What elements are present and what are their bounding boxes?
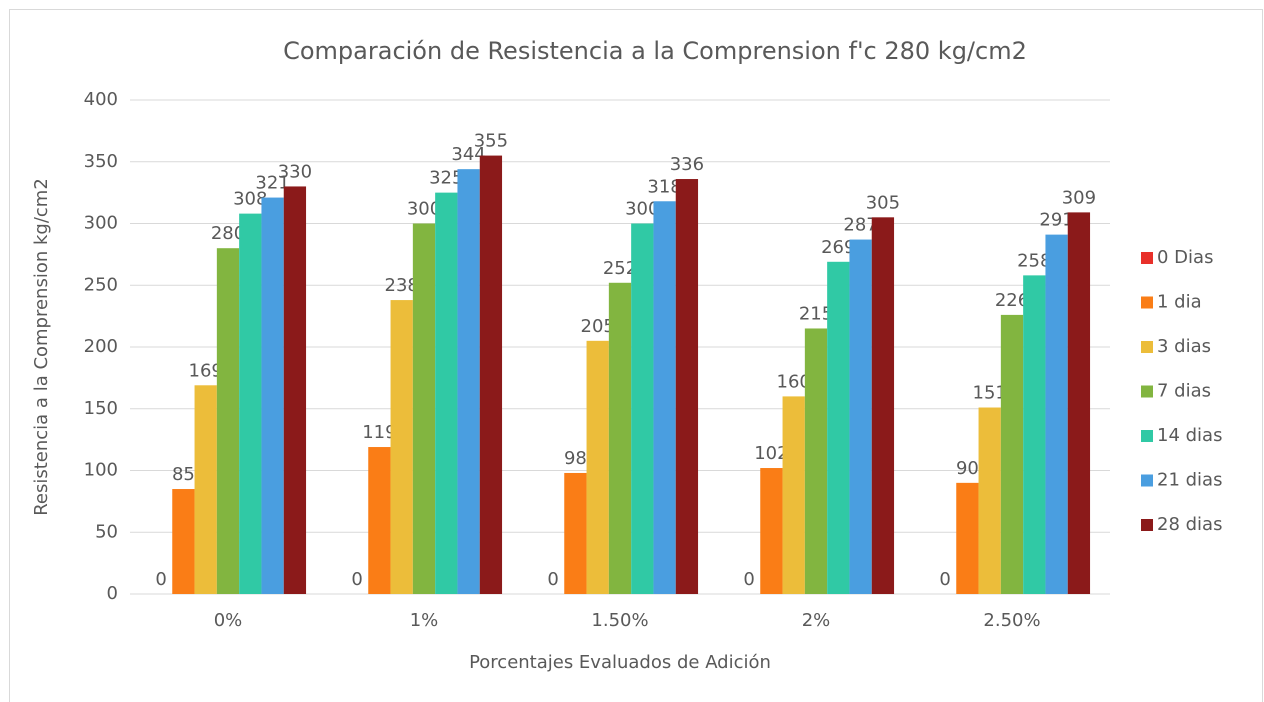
data-label: 318 xyxy=(647,176,681,197)
legend-label: 3 dias xyxy=(1157,336,1211,357)
x-tick-label: 2% xyxy=(802,610,831,631)
data-label: 0 xyxy=(351,569,362,590)
y-axis-title: Resistencia a la Comprension kg/cm2 xyxy=(31,178,52,516)
data-label: 169 xyxy=(189,360,223,381)
data-label: 305 xyxy=(866,192,900,213)
bar xyxy=(261,197,284,594)
legend-swatch xyxy=(1141,252,1153,264)
y-tick-label: 350 xyxy=(84,151,118,172)
legend-label: 0 Dias xyxy=(1157,247,1213,268)
data-label: 321 xyxy=(255,173,289,194)
data-label: 0 xyxy=(547,569,558,590)
y-tick-label: 100 xyxy=(84,460,118,481)
bar xyxy=(956,482,979,594)
data-label: 151 xyxy=(973,383,1007,404)
bar xyxy=(194,385,217,594)
bar xyxy=(827,261,850,594)
bar xyxy=(239,213,262,594)
data-label: 344 xyxy=(451,144,485,165)
data-label: 336 xyxy=(670,154,704,175)
data-label: 355 xyxy=(474,131,508,152)
data-label: 325 xyxy=(429,168,463,189)
bar xyxy=(608,282,632,594)
y-tick-label: 250 xyxy=(84,274,118,295)
data-label: 258 xyxy=(1017,250,1051,271)
data-label: 291 xyxy=(1039,210,1073,231)
data-label: 287 xyxy=(843,215,877,236)
data-label: 300 xyxy=(625,199,659,220)
data-label: 300 xyxy=(407,199,441,220)
bar xyxy=(1023,275,1046,594)
y-tick-label: 300 xyxy=(84,213,118,234)
data-label: 238 xyxy=(385,275,419,296)
data-label: 252 xyxy=(603,258,637,279)
legend-label: 1 dia xyxy=(1157,292,1202,313)
data-label: 309 xyxy=(1062,187,1096,208)
x-tick-label: 0% xyxy=(214,610,243,631)
bar xyxy=(871,217,895,594)
data-label: 98 xyxy=(564,448,587,469)
legend-label: 21 dias xyxy=(1157,470,1222,491)
y-tick-label: 150 xyxy=(84,398,118,419)
bar xyxy=(412,223,436,594)
data-label: 330 xyxy=(278,161,312,182)
data-label: 215 xyxy=(799,303,833,324)
bar xyxy=(804,328,828,594)
legend-swatch xyxy=(1141,341,1153,353)
legend-swatch xyxy=(1141,430,1153,442)
bar xyxy=(390,300,413,594)
x-axis-title: Porcentajes Evaluados de Adición xyxy=(469,652,771,673)
y-tick-label: 400 xyxy=(84,89,118,110)
bar xyxy=(586,340,609,594)
legend-label: 14 dias xyxy=(1157,425,1222,446)
data-label: 160 xyxy=(777,371,811,392)
bar xyxy=(978,407,1001,594)
bar xyxy=(564,472,587,594)
y-tick-label: 200 xyxy=(84,336,118,357)
bar xyxy=(368,447,391,594)
bar xyxy=(782,396,805,594)
bar xyxy=(653,201,676,594)
data-label: 308 xyxy=(233,189,267,210)
legend-swatch xyxy=(1141,385,1153,398)
legend-label: 7 dias xyxy=(1157,381,1211,402)
data-label: 280 xyxy=(211,223,245,244)
data-label: 85 xyxy=(172,464,195,485)
bar xyxy=(435,192,458,594)
bar xyxy=(631,223,654,594)
x-tick-label: 1.50% xyxy=(591,610,648,631)
x-tick-label: 1% xyxy=(410,610,439,631)
bar xyxy=(1067,212,1091,594)
bar xyxy=(675,179,699,595)
bar xyxy=(760,468,783,594)
bar xyxy=(457,169,480,594)
bar xyxy=(849,239,872,594)
bar xyxy=(1045,234,1068,595)
data-label: 269 xyxy=(821,237,855,258)
legend-label: 28 dias xyxy=(1157,514,1222,535)
bar xyxy=(1000,314,1024,594)
legend-swatch xyxy=(1141,474,1153,487)
data-label: 119 xyxy=(362,422,396,443)
y-tick-label: 0 xyxy=(107,583,118,604)
data-label: 0 xyxy=(155,569,166,590)
bar xyxy=(283,186,307,594)
data-label: 226 xyxy=(995,290,1029,311)
y-tick-label: 50 xyxy=(95,521,118,542)
bar xyxy=(216,248,240,594)
chart-title: Comparación de Resistencia a la Comprens… xyxy=(283,37,1027,65)
x-tick-label: 2.50% xyxy=(983,610,1040,631)
bar xyxy=(172,489,195,594)
data-label: 205 xyxy=(581,316,615,337)
data-label: 0 xyxy=(939,569,950,590)
data-label: 102 xyxy=(754,443,788,464)
legend-swatch xyxy=(1141,519,1153,531)
legend-swatch xyxy=(1141,296,1153,309)
bar xyxy=(479,155,503,594)
data-label: 0 xyxy=(743,569,754,590)
data-label: 90 xyxy=(956,458,979,479)
